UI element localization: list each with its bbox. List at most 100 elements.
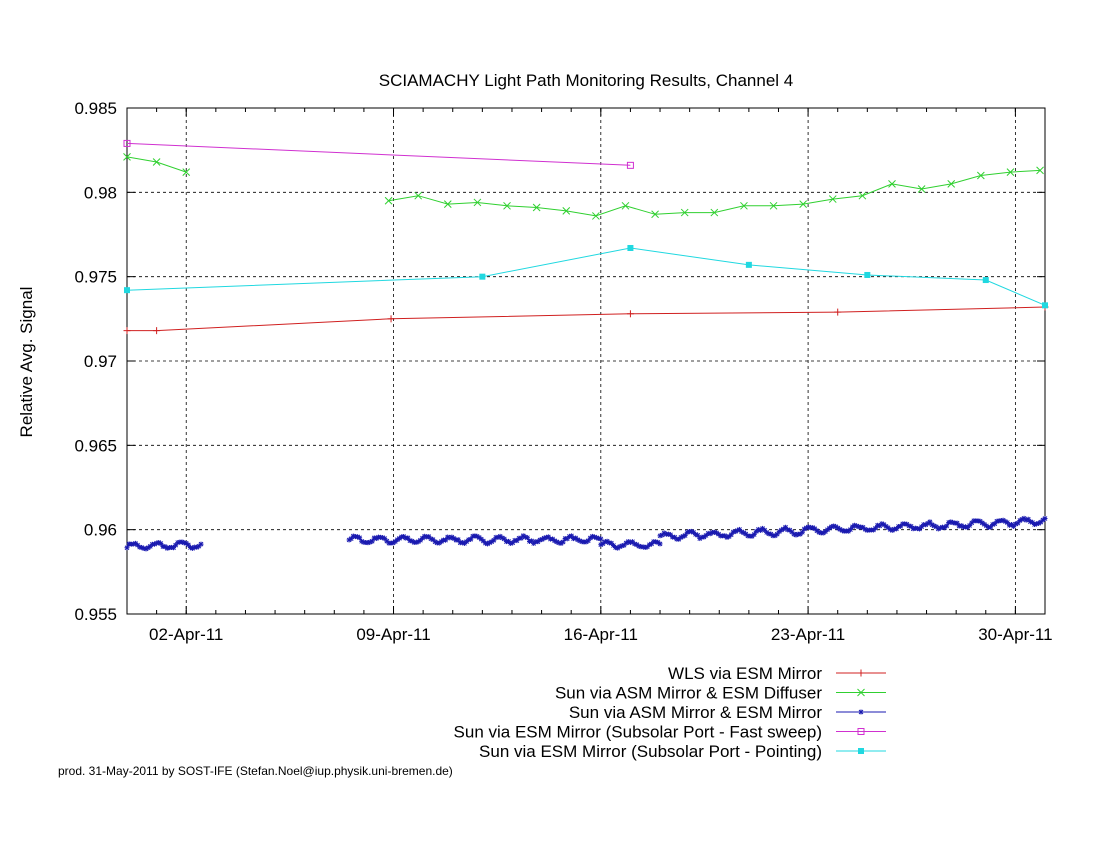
data-point	[387, 315, 395, 323]
data-point	[185, 542, 191, 548]
data-point	[123, 139, 131, 147]
y-tick-label: 0.96	[84, 521, 117, 540]
data-point	[443, 200, 452, 208]
y-tick-label: 0.98	[84, 183, 117, 202]
data-point	[443, 537, 449, 543]
x-tick-label: 30-Apr-11	[978, 625, 1052, 644]
data-point	[182, 168, 191, 176]
axes: 0.955 0.96 0.965 0.97 0.975 0.98 0.985 02-Apr-1…	[74, 99, 1052, 644]
data-point	[626, 161, 634, 169]
data-point	[626, 310, 634, 318]
data-point	[657, 533, 663, 539]
legend-label: Sun via ASM Mirror & ESM Diffuser	[555, 684, 822, 703]
data-point	[1042, 516, 1048, 522]
x-tick-label: 23-Apr-11	[771, 625, 845, 644]
data-point	[741, 530, 747, 536]
y-tick-label: 0.955	[74, 605, 117, 624]
x-tick-label: 16-Apr-11	[564, 625, 638, 644]
data-point	[858, 191, 867, 200]
data-point	[864, 271, 871, 278]
grid-lines	[127, 108, 1045, 614]
y-tick-label: 0.975	[74, 268, 117, 287]
data-point	[473, 198, 482, 207]
data-point	[479, 273, 486, 280]
data-point	[976, 171, 985, 180]
data-point	[774, 531, 780, 537]
y-tick-label: 0.97	[84, 352, 117, 371]
data-point	[158, 541, 164, 547]
data-point	[124, 545, 130, 551]
data-point	[598, 536, 604, 542]
plot-frame	[126, 107, 1046, 615]
x-tick-label: 09-Apr-11	[356, 625, 430, 644]
data-point	[627, 244, 634, 251]
legend-marker	[857, 728, 865, 735]
data-point	[592, 212, 600, 220]
data-point	[1006, 168, 1015, 176]
data-point	[562, 207, 571, 215]
y-axis-label: Relative Avg. Signal	[17, 287, 36, 438]
data-point	[198, 541, 204, 547]
data-point	[124, 287, 130, 294]
legend-label: WLS via ESM Mirror	[668, 664, 822, 683]
x-tick-label: 02-Apr-11	[149, 625, 223, 644]
data-point	[123, 153, 131, 161]
data-point	[651, 210, 659, 219]
data-point	[917, 185, 926, 193]
data-point	[152, 158, 161, 166]
series-line	[127, 306, 1046, 332]
data-point	[710, 208, 719, 217]
data-point	[799, 200, 808, 208]
data-point	[954, 520, 960, 526]
series-layer	[123, 139, 1049, 552]
data-point	[491, 537, 497, 543]
legend-marker	[857, 688, 865, 697]
legend-label: Sun via ESM Mirror (Subsolar Port - Poin…	[479, 742, 822, 761]
data-point	[123, 327, 131, 335]
data-point	[745, 261, 752, 268]
data-point	[153, 327, 161, 335]
series-4	[124, 244, 1048, 309]
legend-label: Sun via ASM Mirror & ESM Mirror	[569, 703, 822, 722]
data-point	[621, 201, 630, 210]
data-point	[739, 529, 745, 535]
data-point	[680, 208, 689, 217]
data-point	[1042, 302, 1048, 309]
chart-title: SCIAMACHY Light Path Monitoring Results,…	[379, 71, 794, 90]
data-point	[468, 536, 474, 542]
series-line	[126, 156, 187, 173]
data-point	[1036, 166, 1044, 175]
legend-label: Sun via ESM Mirror (Subsolar Port - Fast…	[454, 723, 822, 742]
data-point	[627, 540, 633, 546]
data-point	[740, 201, 748, 210]
data-point	[414, 191, 423, 200]
series-3	[123, 139, 634, 169]
data-point	[888, 180, 896, 188]
legend-marker	[858, 748, 864, 754]
data-point	[982, 277, 989, 284]
data-point	[503, 201, 511, 210]
data-point	[384, 196, 393, 205]
data-point	[769, 201, 778, 210]
data-point	[524, 535, 530, 541]
data-point	[873, 525, 879, 531]
data-point	[816, 529, 822, 535]
data-point	[657, 541, 663, 547]
series-2	[124, 515, 1048, 552]
y-tick-label: 0.985	[74, 99, 117, 118]
data-point	[944, 523, 950, 529]
data-point	[357, 535, 363, 541]
data-point	[947, 180, 956, 188]
series-line	[126, 142, 631, 166]
legend-marker	[857, 669, 865, 677]
series-0	[123, 303, 1049, 335]
data-point	[751, 531, 757, 537]
data-point	[834, 308, 842, 316]
data-point	[828, 195, 837, 203]
data-point	[847, 527, 853, 533]
series-line	[388, 169, 1041, 217]
data-point	[927, 519, 933, 525]
data-point	[532, 203, 541, 212]
data-point	[728, 532, 734, 538]
